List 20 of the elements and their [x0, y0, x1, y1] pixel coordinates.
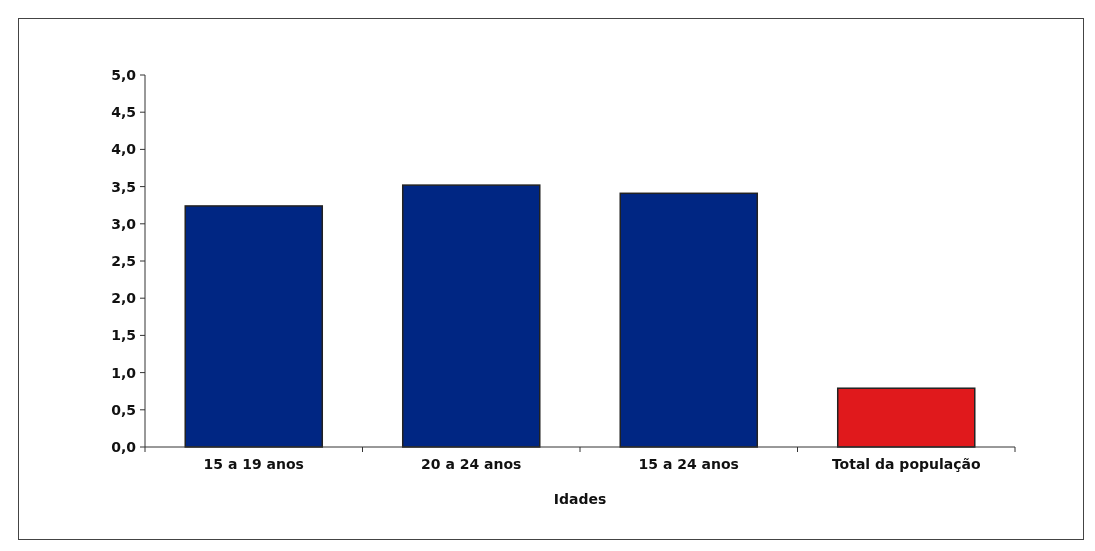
x-tick-label: Total da população [831, 456, 981, 472]
y-tick-label: 0,5 [111, 401, 136, 418]
y-tick-label: 3,5 [111, 178, 136, 195]
bar [619, 192, 759, 448]
y-tick-label: 5,0 [111, 66, 137, 83]
bar [836, 387, 976, 448]
x-tick-label: 20 a 24 anos [421, 456, 522, 472]
y-tick-label: 3,0 [111, 215, 137, 232]
bar [401, 184, 541, 448]
y-tick-label: 4,5 [111, 104, 136, 121]
y-tick-label: 4,0 [111, 141, 137, 158]
y-tick-label: 2,0 [111, 290, 137, 307]
x-tick-label: 15 a 24 anos [638, 456, 739, 472]
x-axis-title: Idades [553, 491, 607, 507]
y-tick-label: 0,0 [111, 438, 137, 455]
y-tick-label: 2,5 [111, 252, 136, 269]
bar [184, 205, 324, 448]
x-tick-label: 15 a 19 anos [203, 456, 304, 472]
y-tick-label: 1,5 [111, 327, 136, 344]
y-tick-label: 1,0 [111, 364, 137, 381]
